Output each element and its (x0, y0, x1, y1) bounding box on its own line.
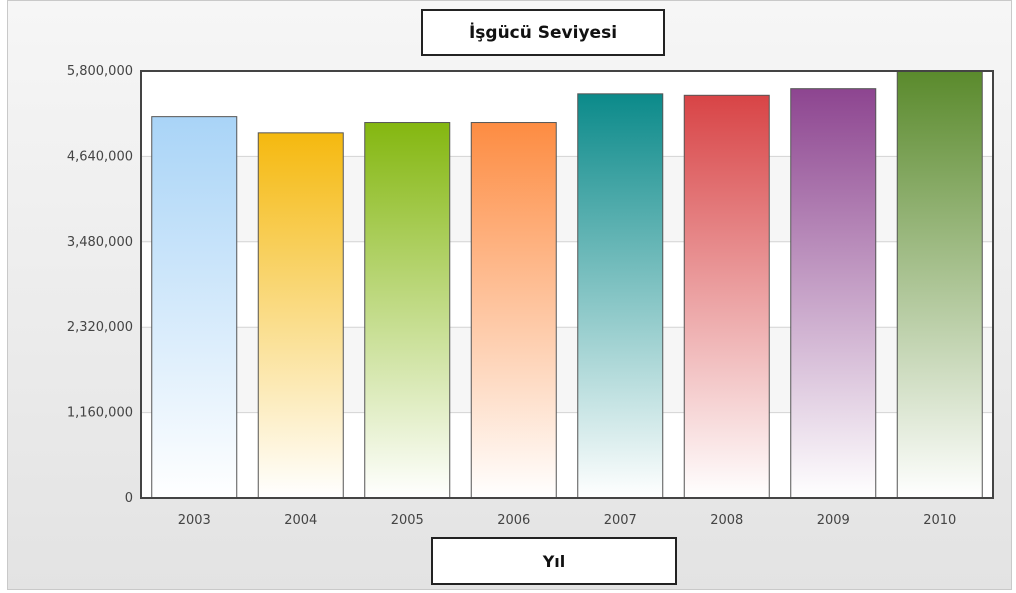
bar-2010 (896, 70, 983, 499)
y-tick-label: 2,320,000 (67, 320, 133, 335)
x-axis-ticks: 2003 2004 2005 2006 2007 2008 2009 2010 (178, 513, 957, 528)
y-axis-ticks: 0 1,160,000 2,320,000 3,480,000 4,640,000 5,8… (67, 64, 133, 506)
bar-2007 (577, 93, 664, 499)
y-tick-label: 1,160,000 (67, 406, 133, 421)
x-tick-label: 2008 (710, 513, 743, 528)
x-tick-label: 2005 (391, 513, 424, 528)
x-tick-label: 2004 (284, 513, 317, 528)
chart-title: İşgücü Seviyesi (421, 9, 665, 56)
bar-2003 (151, 116, 238, 499)
y-tick-label: 3,480,000 (67, 235, 133, 250)
plot-border (140, 70, 994, 499)
y-tick-label: 4,640,000 (67, 149, 133, 164)
bar-2008 (683, 94, 770, 499)
bar-2006 (470, 122, 557, 499)
y-tick-label: 0 (125, 491, 133, 506)
x-tick-label: 2003 (178, 513, 211, 528)
bar-2005 (364, 122, 451, 499)
bars (151, 70, 983, 499)
y-tick-label: 5,800,000 (67, 64, 133, 79)
x-tick-label: 2009 (817, 513, 850, 528)
x-axis-title: Yıl (431, 537, 677, 585)
bar-2009 (790, 88, 877, 499)
x-tick-label: 2010 (923, 513, 956, 528)
x-tick-label: 2006 (497, 513, 530, 528)
bar-2004 (257, 132, 344, 499)
x-tick-label: 2007 (604, 513, 637, 528)
